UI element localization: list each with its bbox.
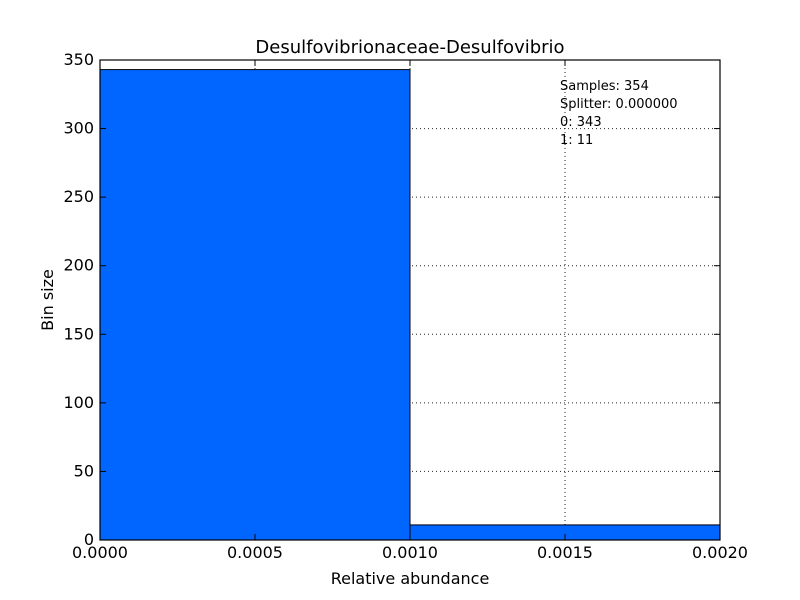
y-tick-label-1: 50	[74, 461, 94, 480]
y-tick-label-0: 0	[84, 530, 94, 549]
x-tick-label-3: 0.0015	[537, 543, 593, 562]
x-tick-label-1: 0.0005	[227, 543, 283, 562]
x-tick-label-2: 0.0010	[382, 543, 438, 562]
y-tick-label-7: 350	[63, 50, 94, 69]
annotation-box: Samples: 354 Splitter: 0.000000 0: 343 1…	[560, 79, 678, 148]
tick-labels: 0.0000 0.0005 0.0010 0.0015 0.0020 0 50 100 150 2…	[63, 50, 748, 562]
annotation-splitter: Splitter: 0.000000	[560, 97, 678, 112]
y-tick-label-6: 300	[63, 119, 94, 138]
x-tick-label-4: 0.0020	[692, 543, 748, 562]
y-tick-label-5: 250	[63, 187, 94, 206]
x-tick-label-0: 0.0000	[72, 543, 128, 562]
y-axis-label: Bin size	[38, 269, 57, 331]
y-tick-label-4: 200	[63, 256, 94, 275]
y-tick-label-3: 150	[63, 324, 94, 343]
histogram-bar-0	[99, 69, 411, 541]
chart-title: Desulfovibrionaceae-Desulfovibrio	[255, 37, 564, 58]
annotation-samples: Samples: 354	[560, 79, 649, 94]
bars	[99, 69, 721, 541]
annotation-bin0-count: 0: 343	[560, 115, 602, 130]
x-axis-label: Relative abundance	[331, 569, 490, 588]
y-tick-label-2: 100	[63, 393, 94, 412]
annotation-bin1-count: 1: 11	[560, 133, 593, 148]
ticks	[99, 59, 721, 541]
